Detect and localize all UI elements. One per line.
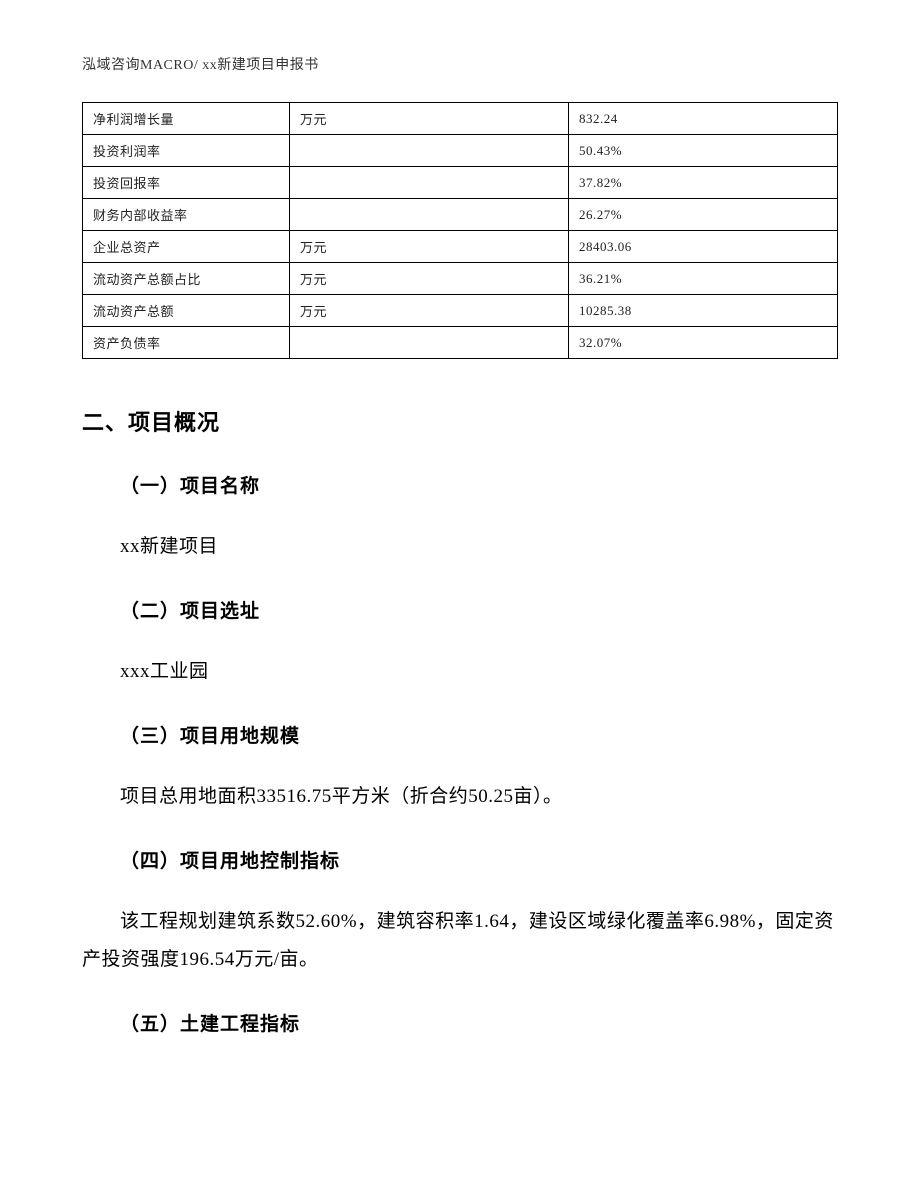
row-unit: 万元 [290,295,569,327]
row-unit: 万元 [290,103,569,135]
subheading-2: （二）项目选址 [82,596,838,623]
table-row: 净利润增长量 万元 832.24 [83,103,838,135]
row-label: 净利润增长量 [83,103,290,135]
row-label: 投资回报率 [83,167,290,199]
row-unit: 万元 [290,231,569,263]
row-value: 26.27% [569,199,838,231]
table-row: 财务内部收益率 26.27% [83,199,838,231]
row-label: 企业总资产 [83,231,290,263]
row-value: 37.82% [569,167,838,199]
row-label: 流动资产总额 [83,295,290,327]
table-row: 流动资产总额 万元 10285.38 [83,295,838,327]
table-row: 企业总资产 万元 28403.06 [83,231,838,263]
subheading-1: （一）项目名称 [82,471,838,498]
body-text-3: 项目总用地面积33516.75平方米（折合约50.25亩）。 [82,778,838,816]
row-value: 10285.38 [569,295,838,327]
row-unit [290,135,569,167]
table-row: 资产负债率 32.07% [83,327,838,359]
table-row: 流动资产总额占比 万元 36.21% [83,263,838,295]
table-row: 投资利润率 50.43% [83,135,838,167]
row-value: 832.24 [569,103,838,135]
financial-table: 净利润增长量 万元 832.24 投资利润率 50.43% 投资回报率 37.8… [82,102,838,359]
body-text-4: 该工程规划建筑系数52.60%，建筑容积率1.64，建设区域绿化覆盖率6.98%… [82,903,838,979]
page-header: 泓域咨询MACRO/ xx新建项目申报书 [82,54,838,74]
row-label: 财务内部收益率 [83,199,290,231]
table-row: 投资回报率 37.82% [83,167,838,199]
body-text-2: xxx工业园 [82,653,838,691]
row-unit [290,167,569,199]
row-label: 投资利润率 [83,135,290,167]
subheading-3: （三）项目用地规模 [82,721,838,748]
row-unit [290,327,569,359]
row-label: 流动资产总额占比 [83,263,290,295]
row-value: 32.07% [569,327,838,359]
subheading-5: （五）土建工程指标 [82,1009,838,1036]
body-text-1: xx新建项目 [82,528,838,566]
row-value: 50.43% [569,135,838,167]
document-page: 泓域咨询MACRO/ xx新建项目申报书 净利润增长量 万元 832.24 投资… [0,0,920,1191]
row-value: 28403.06 [569,231,838,263]
row-value: 36.21% [569,263,838,295]
subheading-4: （四）项目用地控制指标 [82,846,838,873]
row-label: 资产负债率 [83,327,290,359]
row-unit: 万元 [290,263,569,295]
row-unit [290,199,569,231]
section-title-2: 二、项目概况 [82,405,838,437]
content-block: （一）项目名称 xx新建项目 （二）项目选址 xxx工业园 （三）项目用地规模 … [82,471,838,1036]
